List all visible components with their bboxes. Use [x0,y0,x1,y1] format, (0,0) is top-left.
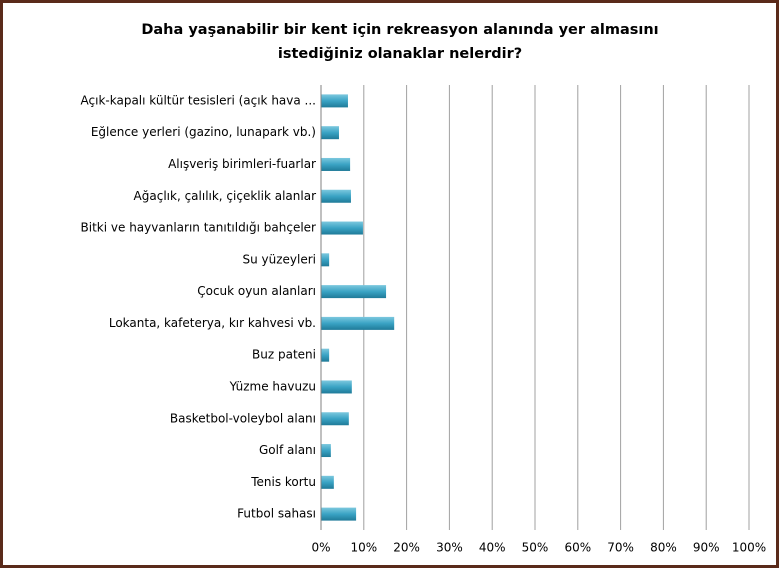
y-tick-label: Futbol sahası [237,507,316,521]
bar [321,412,349,426]
x-tick-label: 90% [693,541,720,555]
bar [321,507,357,521]
y-tick-label: Golf alanı [259,443,316,457]
bar [321,189,351,203]
bar [321,221,363,235]
x-tick-label: 60% [564,541,591,555]
chart-title: istediğiniz olanaklar nelerdir? [278,46,522,62]
x-tick-label: 0% [311,541,330,555]
bar [321,94,348,108]
bar [321,348,330,362]
y-tick-label: Su yüzeyleri [242,252,316,266]
bar [321,444,331,458]
chart-title: Daha yaşanabilir bir kent için rekreasyo… [141,22,658,38]
y-tick-label: Eğlence yerleri (gazino, lunapark vb.) [91,125,316,139]
y-tick-label: Basketbol-voleybol alanı [170,411,316,425]
y-tick-label: Lokanta, kafeterya, kır kahvesi vb. [109,316,316,330]
bar [321,316,395,330]
bar [321,380,352,394]
x-tick-label: 50% [522,541,549,555]
x-tick-label: 20% [393,541,420,555]
x-tick-label: 80% [650,541,677,555]
y-tick-label: Alışveriş birimleri-fuarlar [168,157,316,171]
y-tick-label: Açık-kapalı kültür tesisleri (açık hava … [81,93,316,107]
y-tick-label: Bitki ve hayvanların tanıtıldığı bahçele… [81,221,317,235]
y-tick-label: Çocuk oyun alanları [197,284,316,298]
x-tick-label: 10% [350,541,377,555]
bar [321,126,339,140]
y-tick-label: Tenis kortu [250,475,316,489]
bar [321,157,351,171]
x-tick-label: 70% [607,541,634,555]
y-tick-label: Buz pateni [252,348,316,362]
y-tick-label: Yüzme havuzu [229,379,316,393]
x-tick-label: 30% [436,541,463,555]
x-tick-label: 100% [732,541,766,555]
bar [321,253,330,267]
bar [321,285,387,299]
y-tick-label: Ağaçlık, çalılık, çiçeklik alanlar [134,189,317,203]
x-tick-label: 40% [479,541,506,555]
bar [321,475,334,489]
